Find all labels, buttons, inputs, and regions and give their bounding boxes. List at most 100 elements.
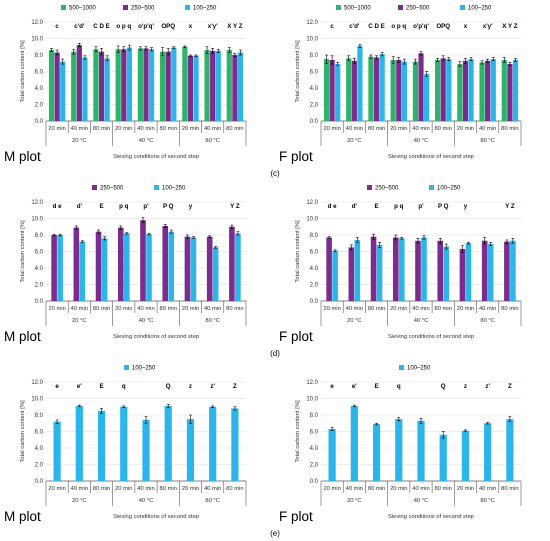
significance-letters: Y Z <box>230 203 240 210</box>
bar <box>512 59 519 121</box>
bar <box>97 410 106 481</box>
bar <box>104 58 110 121</box>
significance-letters: x <box>189 23 193 30</box>
x-tick-label: 20 min <box>390 126 407 132</box>
significance-letters: Q <box>441 383 446 390</box>
bar <box>435 59 441 121</box>
bar <box>210 50 216 121</box>
x-axis-title: Sieving conditions of second step <box>388 334 474 340</box>
bar <box>462 60 469 121</box>
y-tick-label: 10.0 <box>306 217 318 223</box>
bar <box>140 220 146 301</box>
significance-letters: d e <box>53 203 62 210</box>
y-tick-label: 4.0 <box>310 86 319 92</box>
bar <box>142 419 150 481</box>
bar <box>120 406 128 481</box>
y-axis-title: Total carbon content [%] <box>20 40 26 103</box>
bar <box>510 240 516 301</box>
legend: 100–250 <box>399 365 431 372</box>
x-tick-label: 80 min <box>501 486 518 492</box>
temperature-label: 20 °C <box>72 138 87 144</box>
bar <box>57 235 63 301</box>
x-tick-label: 40 min <box>71 486 88 492</box>
bar <box>412 61 418 121</box>
significance-letters: c'd' <box>349 23 360 30</box>
bar <box>335 64 341 121</box>
significance-letters: X Y Z <box>502 23 517 30</box>
significance-letters: X Y Z <box>227 23 242 30</box>
bar <box>372 424 381 481</box>
significance-letters: Z <box>233 383 237 390</box>
x-tick-label: 80 min <box>93 126 110 132</box>
y-tick-label: 4.0 <box>35 86 44 92</box>
y-tick-label: 2.0 <box>310 103 319 109</box>
bar <box>123 233 130 301</box>
bar <box>48 50 55 121</box>
x-tick-label: 40 min <box>412 486 429 492</box>
bar <box>379 54 385 121</box>
y-tick-label: 10.0 <box>31 217 43 223</box>
x-tick-label: 40 min <box>204 126 221 132</box>
bar <box>490 59 496 121</box>
temperature-label: 80 °C <box>205 318 220 324</box>
bar <box>115 49 121 121</box>
temperature-label: 20 °C <box>72 318 87 324</box>
bar <box>354 239 361 301</box>
legend-swatch <box>399 365 404 370</box>
bar <box>165 51 171 122</box>
legend-label: 100–250 <box>132 366 156 372</box>
bar <box>396 59 402 121</box>
bar <box>53 421 61 481</box>
significance-letters: z' <box>485 383 490 390</box>
bar <box>415 240 421 301</box>
significance-letters: E <box>99 383 103 390</box>
plot-label: F plot <box>279 329 313 344</box>
x-tick-label: 40 min <box>412 126 429 132</box>
temperature-label: 80 °C <box>480 318 495 324</box>
bar <box>237 52 244 121</box>
bar <box>51 235 57 301</box>
significance-letters: c <box>330 23 334 30</box>
legend-label: 100–250 <box>468 6 492 12</box>
temperature-label: 40 °C <box>139 318 154 324</box>
x-tick-label: 40 min <box>137 306 154 312</box>
bar <box>193 55 199 122</box>
legend-label: 250–500 <box>100 186 124 192</box>
x-tick-label: 20 min <box>182 486 199 492</box>
x-tick-label: 20 min <box>115 486 132 492</box>
x-tick-label: 80 min <box>160 486 177 492</box>
bar <box>82 57 88 121</box>
x-tick-label: 40 min <box>412 306 429 312</box>
y-tick-label: 0.0 <box>310 479 319 485</box>
significance-letters: q <box>397 383 401 390</box>
x-tick-label: 20 min <box>182 306 199 312</box>
chart-4: 0.0 2.0 4.0 6.0 8.0 10.0 12.0 Total carbon cont… <box>279 185 522 344</box>
x-tick-label: 40 min <box>204 486 221 492</box>
bar <box>465 243 472 301</box>
bar <box>93 49 99 121</box>
bar <box>357 45 363 121</box>
temperature-label: 40 °C <box>414 318 429 324</box>
significance-letters: p q <box>394 203 403 210</box>
bar <box>79 241 86 301</box>
x-tick-label: 80 min <box>160 306 177 312</box>
y-tick-label: 6.0 <box>310 430 319 436</box>
temperature-label: 20 °C <box>72 498 87 504</box>
legend-label: 100–250 <box>162 186 186 192</box>
temperature-label: 80 °C <box>480 138 495 144</box>
y-tick-label: 10.0 <box>306 37 318 43</box>
temperature-label: 20 °C <box>347 138 362 144</box>
bar <box>373 57 380 121</box>
bar <box>187 55 194 122</box>
x-tick-label: 20 min <box>457 486 474 492</box>
charts-container: 0.0 2.0 4.0 6.0 8.0 10.0 12.0 Total carbon cont… <box>4 5 522 524</box>
y-tick-label: 8.0 <box>310 233 319 239</box>
y-tick-label: 10.0 <box>31 37 43 43</box>
bar <box>54 52 60 121</box>
x-tick-label: 80 min <box>368 486 385 492</box>
legend-swatch <box>367 185 372 190</box>
panel-label-d: (d) <box>270 349 280 358</box>
bar <box>424 73 430 121</box>
legend: 500–1000 250–500 100–250 <box>61 5 217 12</box>
y-axis-title: Total carbon content [%] <box>295 220 301 283</box>
